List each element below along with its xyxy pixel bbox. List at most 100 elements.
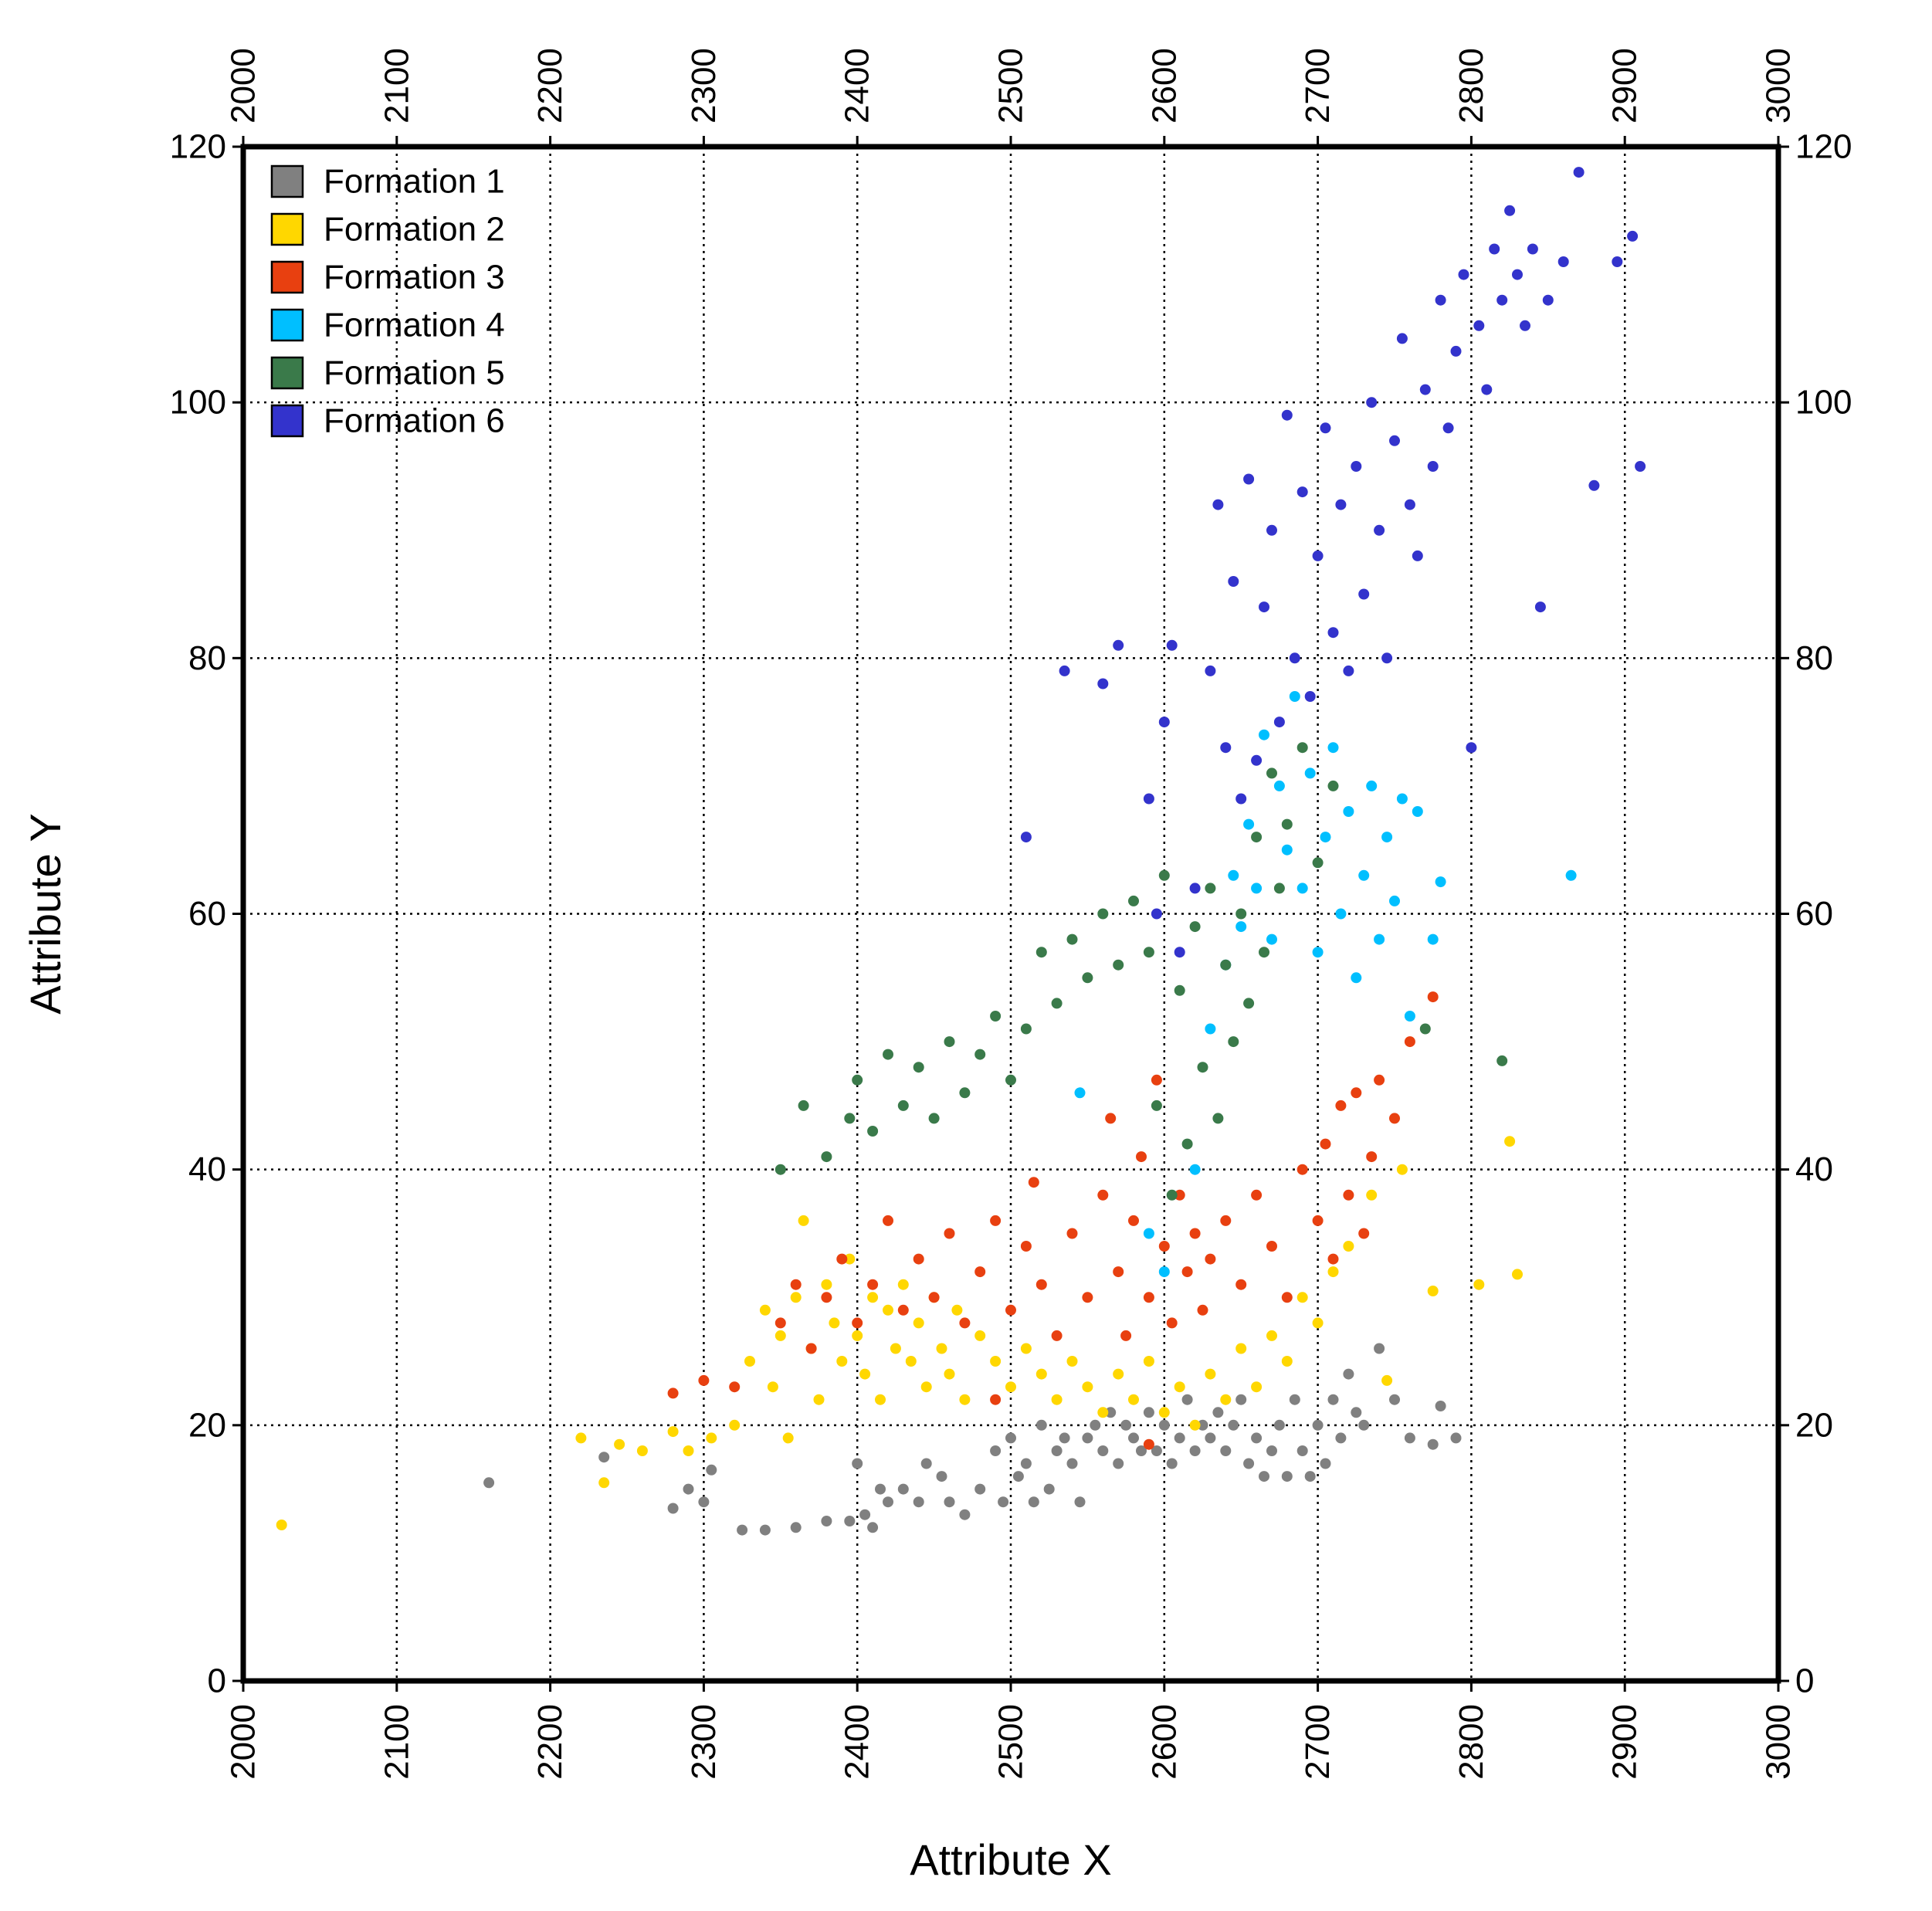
data-point [1534, 601, 1546, 613]
y-right-tick-label: 20 [1795, 1406, 1833, 1444]
series-2 [276, 1136, 1523, 1530]
data-point [1289, 1394, 1300, 1405]
data-point [1304, 767, 1316, 779]
data-point [805, 1343, 817, 1354]
data-point [636, 1445, 648, 1456]
data-point [1020, 1458, 1032, 1469]
data-point [1312, 1419, 1324, 1431]
data-point [1243, 473, 1255, 485]
data-point [1412, 550, 1423, 561]
data-point [1189, 921, 1201, 933]
data-point [1212, 1407, 1224, 1418]
data-point [1166, 1458, 1178, 1469]
data-point [767, 1381, 778, 1393]
data-point [1358, 1419, 1370, 1431]
data-point [1059, 665, 1070, 676]
data-point [1273, 1419, 1285, 1431]
data-point [1296, 1445, 1308, 1456]
data-point [905, 1356, 917, 1367]
data-point [1020, 1023, 1032, 1035]
data-point [1281, 1292, 1293, 1303]
data-point [1396, 1164, 1408, 1175]
data-point [1143, 1228, 1154, 1239]
data-point [1442, 422, 1454, 434]
legend-swatch [270, 404, 304, 438]
data-point [1205, 1368, 1216, 1380]
data-point [1289, 691, 1300, 702]
legend: Formation 1 Formation 2 Formation 3 Formati… [270, 163, 505, 440]
data-point [1458, 269, 1469, 280]
x-top-tick-label: 2700 [1299, 48, 1337, 124]
data-point [859, 1509, 871, 1520]
data-point [1404, 1036, 1415, 1048]
data-point [1228, 576, 1239, 587]
data-point [1366, 1189, 1378, 1201]
data-point [698, 1374, 710, 1386]
data-point [1296, 1164, 1308, 1175]
data-point [1320, 1138, 1331, 1150]
x-axis-title: Attribute X [910, 1835, 1111, 1884]
data-point [1005, 1074, 1016, 1086]
data-point [1181, 1394, 1193, 1405]
data-point [1136, 1151, 1147, 1163]
data-point [1235, 1343, 1247, 1354]
data-point [1143, 1407, 1154, 1418]
data-point [1427, 461, 1439, 472]
data-point [1289, 652, 1300, 664]
legend-item: Formation 4 [270, 307, 505, 344]
legend-item: Formation 3 [270, 259, 505, 296]
data-point [1074, 1087, 1086, 1099]
data-point [1235, 1394, 1247, 1405]
x-tick-label: 2000 [225, 1704, 263, 1780]
data-point [1028, 1177, 1039, 1188]
data-point [836, 1356, 848, 1367]
data-point [1105, 1113, 1117, 1124]
data-point [1389, 895, 1400, 906]
data-point [875, 1483, 886, 1495]
data-point [1304, 691, 1316, 702]
data-point [1090, 1419, 1101, 1431]
data-point [1251, 754, 1263, 766]
data-point [683, 1445, 694, 1456]
data-point [1128, 1432, 1139, 1444]
data-point [1005, 1304, 1016, 1316]
data-point [1181, 1138, 1193, 1150]
data-point [1043, 1483, 1055, 1495]
data-point [959, 1087, 971, 1099]
data-point [1412, 806, 1423, 817]
data-point [1143, 947, 1154, 958]
data-point [1327, 780, 1339, 791]
data-point [1189, 1419, 1201, 1431]
data-point [1266, 1330, 1277, 1341]
data-point [1343, 806, 1354, 817]
y-right-tick-label: 60 [1795, 895, 1833, 933]
x-top-tick-label: 2200 [531, 48, 569, 124]
data-point [1020, 1241, 1032, 1252]
data-point [1358, 869, 1370, 881]
x-tick-label: 2300 [685, 1704, 723, 1780]
data-point [990, 1394, 1002, 1405]
data-point [1220, 1215, 1232, 1226]
y-right-tick-label: 40 [1795, 1150, 1833, 1188]
data-point [1327, 1394, 1339, 1405]
data-point [1251, 1381, 1263, 1393]
data-point [1251, 1432, 1263, 1444]
data-point [1542, 294, 1554, 306]
data-point [1520, 320, 1530, 331]
data-point [1351, 461, 1362, 472]
data-point [1366, 397, 1378, 408]
data-point [1273, 883, 1285, 894]
data-point [1205, 1432, 1216, 1444]
x-tick-label: 3000 [1760, 1704, 1798, 1780]
data-point [1113, 1266, 1124, 1278]
data-point [598, 1477, 610, 1489]
data-point [1012, 1471, 1024, 1482]
data-point [974, 1266, 986, 1278]
data-point [867, 1522, 879, 1533]
data-point [1174, 984, 1185, 996]
data-point [667, 1426, 679, 1438]
x-top-tick-label: 2300 [685, 48, 723, 124]
y-right-tick-label: 120 [1795, 128, 1852, 166]
data-point [1158, 717, 1170, 728]
